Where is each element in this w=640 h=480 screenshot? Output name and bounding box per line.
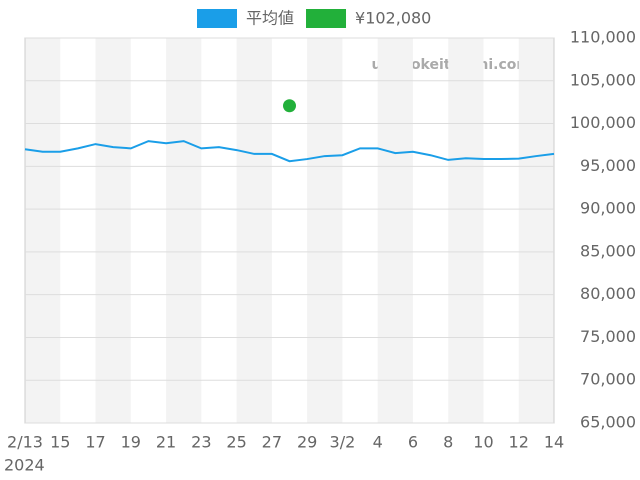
x-tick-label: 23: [191, 433, 211, 452]
x-tick-label: 17: [85, 433, 105, 452]
x-tick-label: 6: [408, 433, 418, 452]
x-tick-label: 19: [121, 433, 141, 452]
band: [307, 38, 343, 423]
year-label: 2024: [4, 456, 45, 475]
y-tick-label: 65,000: [580, 413, 636, 432]
y-tick-label: 70,000: [580, 370, 636, 389]
band: [236, 38, 272, 423]
x-tick-label: 10: [473, 433, 493, 452]
y-tick-label: 100,000: [570, 113, 636, 132]
y-tick-label: 95,000: [580, 156, 636, 175]
x-tick-label: 3/2: [330, 433, 356, 452]
x-tick-label: 29: [297, 433, 317, 452]
legend-label: 平均値: [246, 9, 294, 28]
band: [377, 38, 413, 423]
band: [95, 38, 131, 423]
x-tick-label: 2/13: [7, 433, 43, 452]
y-tick-label: 105,000: [570, 70, 636, 89]
x-tick-label: 21: [156, 433, 176, 452]
x-tick-label: 4: [373, 433, 383, 452]
y-tick-label: 80,000: [580, 284, 636, 303]
band: [166, 38, 202, 423]
y-tick-label: 85,000: [580, 241, 636, 260]
band: [25, 38, 61, 423]
band: [448, 38, 484, 423]
x-tick-label: 27: [262, 433, 282, 452]
legend-swatch: [197, 9, 237, 28]
legend-label: ¥102,080: [355, 9, 431, 28]
series-line: [24, 140, 555, 163]
x-tick-label: 15: [50, 433, 70, 452]
x-tick-label: 8: [443, 433, 453, 452]
band: [518, 38, 554, 423]
point: [283, 99, 296, 113]
y-tick-label: 110,000: [570, 28, 636, 47]
legend-swatch: [306, 9, 347, 28]
x-tick-label: 25: [226, 433, 246, 452]
y-tick-label: 75,000: [580, 327, 636, 346]
x-tick-label: 12: [509, 433, 529, 452]
x-tick-label: 14: [544, 433, 564, 452]
y-tick-label: 90,000: [580, 199, 636, 218]
